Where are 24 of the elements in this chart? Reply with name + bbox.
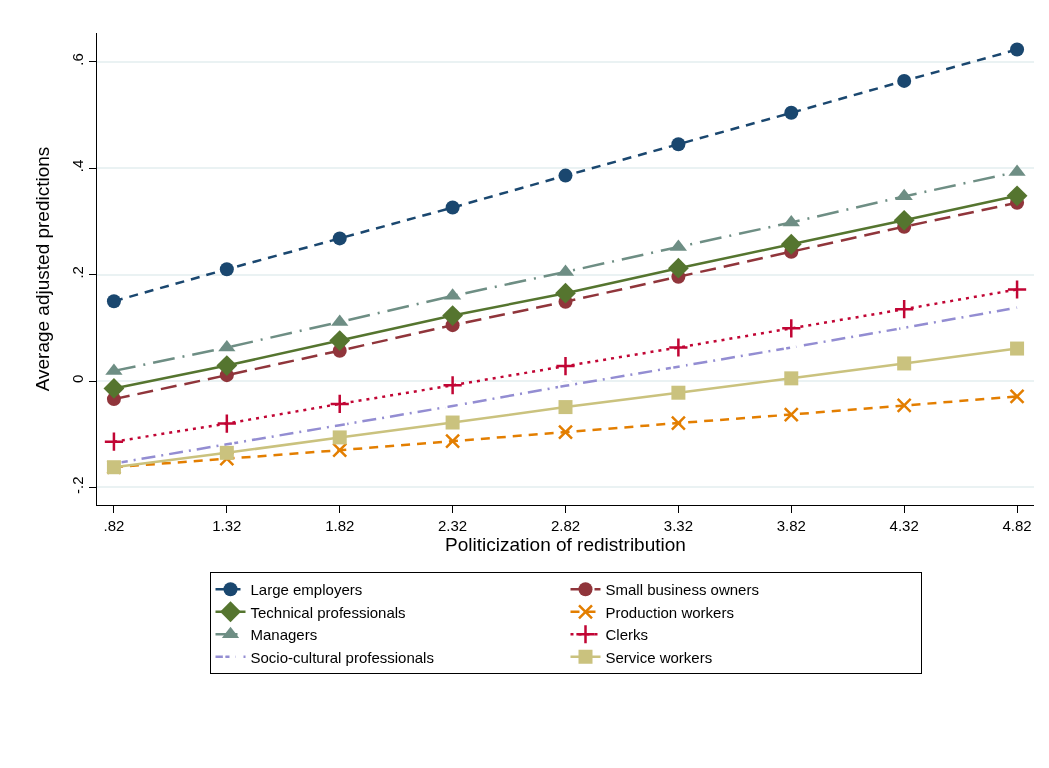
x-tick-label: 1.82 bbox=[325, 517, 355, 535]
legend-label: Service workers bbox=[605, 648, 713, 666]
y-tick-label: .6 bbox=[68, 53, 86, 66]
x-tick-label: 2.82 bbox=[550, 517, 581, 535]
legend-label: Clerks bbox=[605, 626, 649, 644]
legend-label: Small business owners bbox=[605, 581, 759, 599]
legend-label: Managers bbox=[250, 626, 318, 644]
x-tick-label: 4.82 bbox=[1002, 517, 1032, 535]
x-tick-label: 2.32 bbox=[438, 517, 468, 535]
x-tick-label: 3.32 bbox=[663, 517, 693, 535]
x-tick-label: 4.32 bbox=[889, 517, 919, 535]
legend-label: Production workers bbox=[605, 603, 734, 621]
y-tick-label: .4 bbox=[68, 159, 86, 173]
x-tick-label: 3.82 bbox=[776, 517, 806, 535]
y-axis-title: Average adjusted predictions bbox=[31, 146, 53, 392]
legend-label: Large employers bbox=[250, 581, 363, 599]
y-tick-label: -.2 bbox=[68, 476, 86, 494]
legend-label: Socio-cultural professionals bbox=[250, 648, 434, 666]
x-tick-label: 1.32 bbox=[212, 517, 242, 535]
y-tick-label: 0 bbox=[68, 374, 86, 383]
x-tick-label: .82 bbox=[103, 517, 125, 535]
x-axis-title: Politicization of redistribution bbox=[445, 534, 686, 556]
y-tick-label: .2 bbox=[68, 266, 86, 279]
legend-label: Technical professionals bbox=[250, 603, 406, 621]
